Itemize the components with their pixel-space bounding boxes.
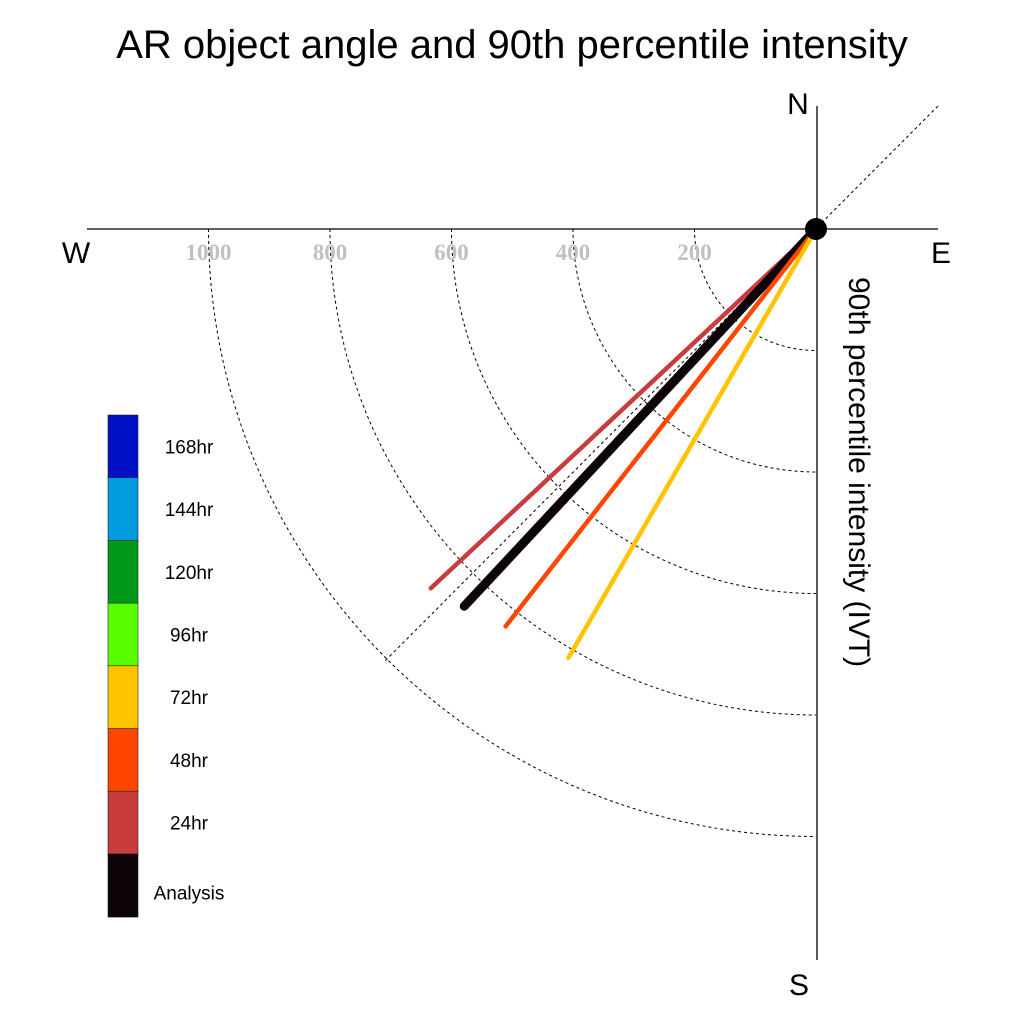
ring-400	[572, 228, 817, 473]
ring-tick-labels: 200 400 600 800 1000	[186, 240, 712, 265]
ring-tick-label: 200	[677, 240, 712, 265]
ring-200	[694, 228, 817, 351]
vector-24hr	[428, 226, 819, 591]
legend: 168hr 144hr 120hr 96hr 72hr 48hr 24hr Analysis	[107, 414, 225, 918]
legend-label: 144hr	[165, 500, 214, 521]
legend-label: 168hr	[165, 437, 214, 458]
compass-north-label: N	[787, 88, 809, 121]
compass-south-label: S	[789, 969, 809, 1002]
legend-swatch	[107, 665, 139, 730]
ring-tick-label: 800	[313, 240, 348, 265]
ring-tick-label: 400	[556, 240, 591, 265]
legend-swatch	[107, 790, 139, 855]
legend-label: 96hr	[170, 625, 209, 646]
legend-swatch	[107, 602, 139, 667]
series-vectors	[428, 224, 821, 661]
origin-marker	[805, 218, 827, 240]
compass-west-label: W	[62, 237, 91, 270]
vector-48hr	[503, 226, 819, 629]
legend-label: 120hr	[165, 563, 214, 584]
intensity-rings	[208, 228, 817, 837]
ring-800	[329, 228, 817, 716]
ring-tick-label: 1000	[186, 240, 232, 265]
diagonal-reference-line	[383, 105, 939, 663]
legend-swatch	[107, 853, 139, 918]
legend-label: 48hr	[170, 751, 209, 772]
legend-swatch	[107, 540, 139, 604]
vector-72hr	[566, 226, 819, 661]
legend-swatch	[107, 414, 139, 479]
legend-swatch	[107, 477, 139, 542]
ring-1000	[208, 228, 817, 837]
legend-label: 24hr	[170, 814, 209, 835]
legend-swatch	[107, 728, 139, 793]
compass-axes	[87, 105, 939, 960]
compass-east-label: E	[931, 237, 951, 270]
vector-analysis	[459, 224, 821, 611]
legend-label: Analysis	[154, 883, 225, 904]
ring-tick-label: 600	[434, 240, 469, 265]
ring-600	[451, 228, 817, 594]
radial-axis-title: 90th percentile intensity (IVT)	[842, 277, 875, 667]
chart-title: AR object angle and 90th percentile inte…	[116, 23, 908, 67]
legend-label: 72hr	[170, 688, 209, 709]
